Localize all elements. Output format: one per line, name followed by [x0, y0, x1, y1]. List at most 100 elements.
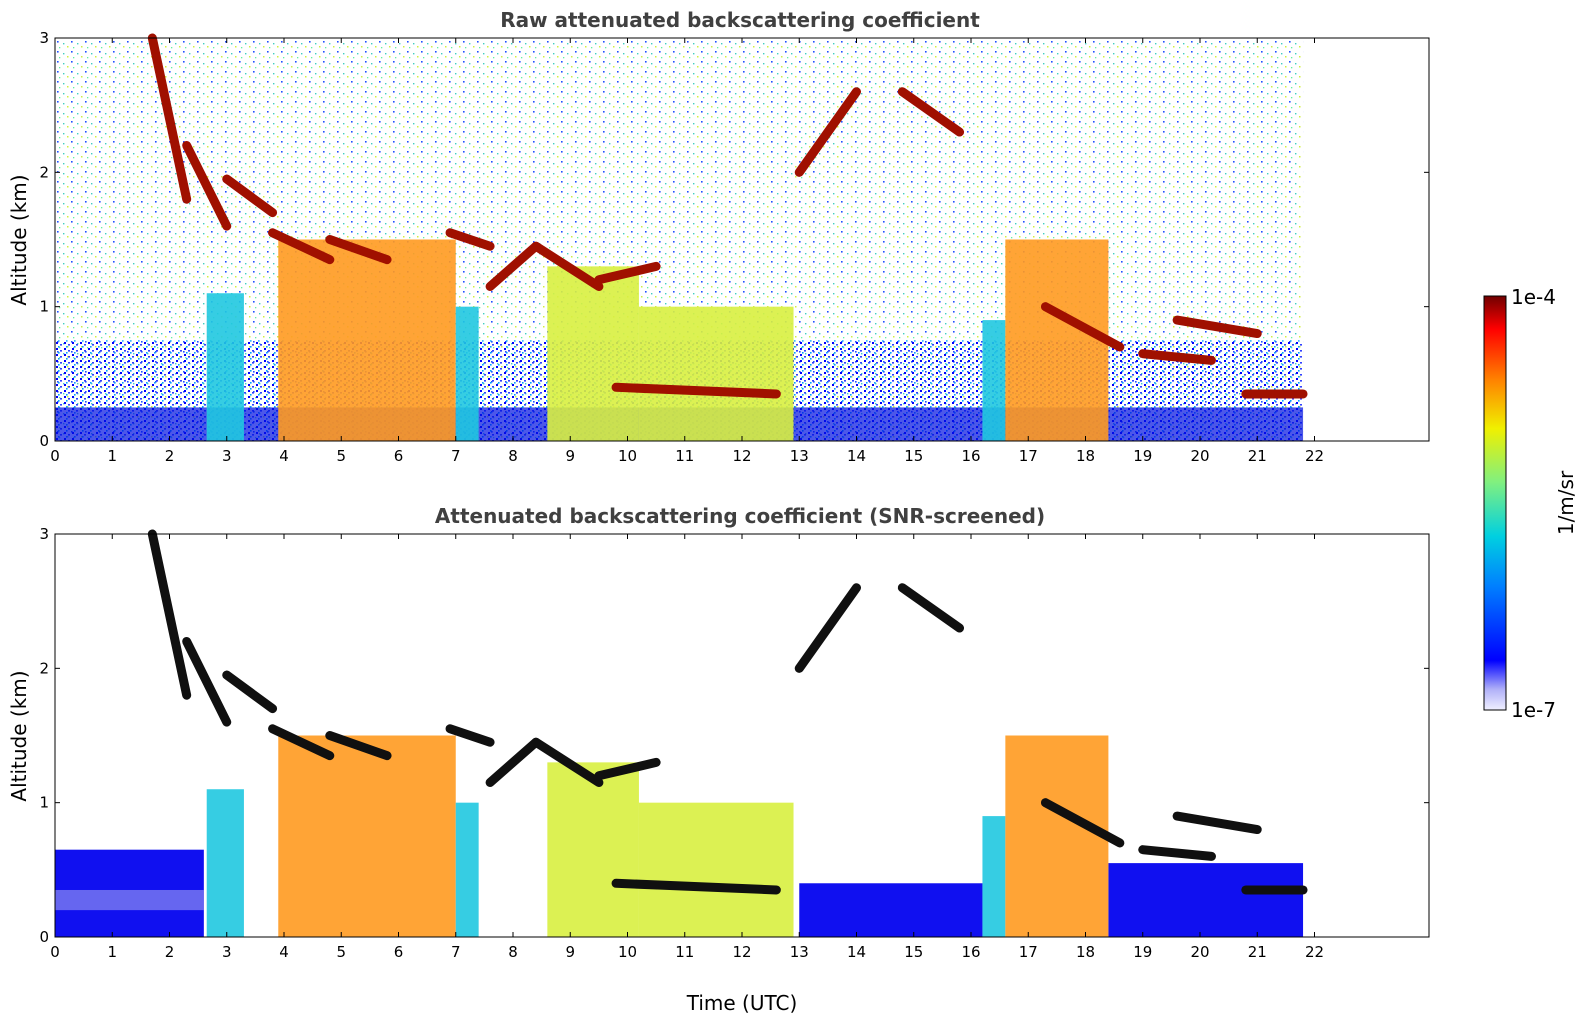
boundary-layer: [799, 883, 983, 937]
y-tick-label: 2: [39, 659, 49, 677]
cloud-layer: [794, 583, 861, 673]
x-tick-label: 5: [336, 447, 346, 465]
panel-title: Raw attenuated backscattering coefficien…: [500, 8, 980, 32]
x-tick-label: 17: [1019, 447, 1038, 465]
x-tick-label: 14: [847, 943, 866, 961]
x-tick-label: 7: [451, 447, 461, 465]
cloud-layer: [1172, 315, 1262, 339]
cloud-column: [638, 306, 794, 441]
x-tick-label: 3: [222, 447, 232, 465]
x-tick-label: 12: [732, 447, 751, 465]
x-tick-label: 21: [1248, 943, 1267, 961]
x-tick-label: 9: [565, 943, 575, 961]
panel-title: Attenuated backscattering coefficient (S…: [435, 504, 1045, 528]
cloud-layer: [531, 737, 604, 788]
x-tick-label: 16: [961, 943, 980, 961]
cloud-column: [206, 293, 244, 441]
plot-content: [55, 529, 1308, 937]
cloud-layer: [1040, 302, 1125, 352]
x-tick-label: 1: [107, 943, 117, 961]
cloud-column: [1005, 735, 1109, 937]
x-tick-label: 8: [508, 943, 518, 961]
cloud-column: [278, 239, 456, 441]
x-tick-label: 15: [904, 943, 923, 961]
x-tick-label: 16: [961, 447, 980, 465]
cloud-column: [278, 735, 456, 937]
y-axis: 0 1 2 3: [39, 29, 1429, 450]
x-tick-label: 9: [565, 447, 575, 465]
cloud-layer: [182, 636, 232, 727]
y-tick-label: 0: [39, 928, 49, 946]
y-tick-label: 2: [39, 163, 49, 181]
cloud-layer: [485, 737, 541, 788]
x-tick-label: 2: [165, 447, 175, 465]
cloud-layer: [1172, 811, 1262, 835]
cloud-layer: [794, 87, 861, 177]
x-tick-label: 11: [675, 447, 694, 465]
boundary-layer-band: [55, 889, 204, 911]
y-tick-label: 1: [39, 794, 49, 812]
y-tick-label: 0: [39, 432, 49, 450]
x-tick-label: 7: [451, 943, 461, 961]
x-tick-label: 8: [508, 447, 518, 465]
x-tick-label: 5: [336, 943, 346, 961]
cloud-layer: [445, 724, 495, 747]
x-tick-label: 3: [222, 943, 232, 961]
x-tick-label: 14: [847, 447, 866, 465]
boundary-layer: [1108, 863, 1304, 937]
x-axis: 0 1 2 3 4 5 6 7 8 9 10 11 12 13 14 15 16 17 18 19 20 21 22: [50, 534, 1324, 961]
cloud-layer: [222, 670, 278, 714]
colorbar: 1e-4 1e-7 1/m/sr: [1483, 285, 1578, 722]
x-tick-label: 22: [1305, 943, 1324, 961]
y-tick-label: 1: [39, 298, 49, 316]
cloud-column: [638, 802, 794, 937]
x-tick-label: 2: [165, 943, 175, 961]
y-tick-label: 3: [39, 525, 49, 543]
cloud-layer: [147, 529, 192, 700]
x-tick-label: 20: [1190, 943, 1209, 961]
cloud-column: [547, 266, 639, 441]
colorbar-gradient: [1483, 295, 1507, 711]
x-tick-label: 13: [790, 447, 809, 465]
x-tick-label: 18: [1076, 943, 1095, 961]
x-tick-label: 0: [50, 943, 60, 961]
cloud-column: [982, 816, 1006, 937]
x-tick-label: 13: [790, 943, 809, 961]
cloud-column: [206, 789, 244, 937]
cloud-layer: [594, 757, 661, 781]
cloud-layer: [325, 731, 392, 761]
x-tick-label: 18: [1076, 447, 1095, 465]
x-tick-label: 21: [1248, 447, 1267, 465]
x-tick-label: 19: [1133, 447, 1152, 465]
colorbar-unit-label: 1/m/sr: [1554, 470, 1578, 535]
cloud-layer: [485, 241, 541, 292]
x-tick-label: 4: [279, 447, 289, 465]
cloud-column: [982, 320, 1006, 441]
cloud-column: [1005, 239, 1109, 441]
cloud-layer: [268, 228, 335, 265]
x-tick-label: 17: [1019, 943, 1038, 961]
x-tick-label: 10: [618, 447, 637, 465]
y-axis: 0 1 2 3: [39, 525, 1429, 946]
cloud-layer: [222, 174, 278, 218]
x-tick-label: 11: [675, 943, 694, 961]
x-tick-label: 22: [1305, 447, 1324, 465]
cloud-layer: [594, 261, 661, 285]
colorbar-max-label: 1e-4: [1511, 285, 1556, 309]
plot-content: [55, 33, 1308, 441]
cloud-layer: [611, 878, 781, 895]
cloud-layer: [611, 382, 781, 399]
x-tick-label: 20: [1190, 447, 1209, 465]
x-tick-label: 6: [394, 943, 404, 961]
cloud-layer: [445, 228, 495, 251]
raw-backscatter-panel: Raw attenuated backscattering coefficien…: [7, 8, 1430, 465]
cloud-layer: [1040, 798, 1125, 848]
x-tick-label: 4: [279, 943, 289, 961]
x-tick-label: 12: [732, 943, 751, 961]
x-tick-label: 1: [107, 447, 117, 465]
x-tick-label: 15: [904, 447, 923, 465]
x-tick-label: 10: [618, 943, 637, 961]
snr-screened-panel: Attenuated backscattering coefficient (S…: [7, 504, 1430, 1015]
cloud-layer: [182, 140, 232, 231]
